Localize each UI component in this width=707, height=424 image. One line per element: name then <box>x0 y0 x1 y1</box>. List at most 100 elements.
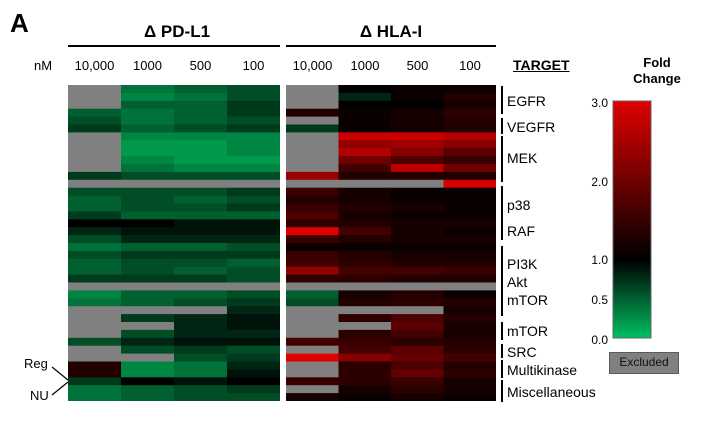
pdl1-cell-r38-c1 <box>121 385 175 394</box>
legend-tick-05: 0.5 <box>591 293 608 307</box>
hla-cell-r34-c0 <box>286 353 340 363</box>
pdl1-cell-r13-c0 <box>68 187 122 197</box>
hla-cell-r12-c2 <box>391 179 445 189</box>
pdl1-cell-r4-c3 <box>227 116 280 126</box>
hla-cell-r22-c1 <box>338 258 392 268</box>
hla-cell-r38-c3 <box>443 385 496 394</box>
pdl1-cell-r22-c1 <box>121 258 175 268</box>
pdl1-cell-r2-c0 <box>68 100 122 110</box>
hla-cell-r18-c1 <box>338 227 392 236</box>
hla-cell-r16-c0 <box>286 211 340 220</box>
hla-cell-r10-c2 <box>391 164 445 173</box>
hla-cell-r5-c2 <box>391 124 445 133</box>
pdl1-cell-r3-c0 <box>68 108 122 118</box>
hla-cell-r37-c3 <box>443 377 496 386</box>
target-bar-egfr <box>501 86 503 114</box>
pdl1-cell-r17-c0 <box>68 219 122 228</box>
hla-cell-r24-c3 <box>443 274 496 284</box>
pdl1-cell-r24-c3 <box>227 274 280 284</box>
pdl1-cell-r0-c3 <box>227 85 280 94</box>
pdl1-cell-r10-c1 <box>121 164 175 173</box>
hla-cell-r34-c2 <box>391 353 445 363</box>
hla-cell-r15-c2 <box>391 203 445 212</box>
target-label-mtor-1: mTOR <box>507 292 548 308</box>
pdl1-cell-r1-c0 <box>68 92 122 102</box>
hla-cell-r7-c1 <box>338 140 392 149</box>
hla-cell-r0-c3 <box>443 85 496 94</box>
hla-cell-r25-c1 <box>338 282 392 291</box>
pdl1-cell-r13-c2 <box>174 187 228 197</box>
legend-gradient <box>612 100 652 339</box>
hla-cell-r5-c1 <box>338 124 392 133</box>
pdl1-cell-r4-c1 <box>121 116 175 126</box>
pdl1-cell-r9-c1 <box>121 156 175 165</box>
hla-cell-r6-c1 <box>338 132 392 141</box>
hla-cell-r23-c1 <box>338 266 392 276</box>
pdl1-cell-r18-c0 <box>68 227 122 236</box>
pdl1-cell-r4-c0 <box>68 116 122 126</box>
pdl1-cell-r33-c3 <box>227 345 280 355</box>
hla-cell-r32-c3 <box>443 337 496 347</box>
hla-cell-r3-c1 <box>338 108 392 118</box>
target-bar-misc <box>501 380 503 402</box>
hla-cell-r10-c0 <box>286 164 340 173</box>
hla-cell-r9-c1 <box>338 156 392 165</box>
hla-cell-r26-c0 <box>286 290 340 299</box>
target-bar-vegfr <box>501 118 503 134</box>
pdl1-cell-r20-c2 <box>174 243 228 252</box>
pdl1-cell-r35-c0 <box>68 361 122 370</box>
pdl1-cell-r14-c3 <box>227 195 280 205</box>
units-label: nM <box>33 58 53 73</box>
hla-cell-r14-c1 <box>338 195 392 205</box>
pdl1-cell-r26-c3 <box>227 290 280 299</box>
pdl1-cell-r15-c1 <box>121 203 175 212</box>
hla-cell-r30-c3 <box>443 322 496 331</box>
hla-cell-r1-c2 <box>391 92 445 102</box>
hla-cell-r11-c2 <box>391 171 445 181</box>
pdl1-cell-r16-c3 <box>227 211 280 220</box>
hla-cell-r4-c0 <box>286 116 340 126</box>
pdl1-cell-r20-c3 <box>227 243 280 252</box>
hla-cell-r29-c2 <box>391 314 445 323</box>
pdl1-cell-r3-c1 <box>121 108 175 118</box>
heatmap-pdl1 <box>68 85 280 401</box>
pdl1-cell-r12-c1 <box>121 179 175 189</box>
pdl1-cell-r9-c2 <box>174 156 228 165</box>
hla-cell-r9-c3 <box>443 156 496 165</box>
target-bar-mtor-2 <box>501 322 503 340</box>
hla-cell-r12-c3 <box>443 179 496 189</box>
pdl1-cell-r14-c0 <box>68 195 122 205</box>
pdl1-cell-r5-c2 <box>174 124 228 133</box>
legend-title: Fold Change <box>617 55 697 87</box>
pdl1-col-head-2: 1000 <box>133 58 162 73</box>
hla-cell-r23-c3 <box>443 266 496 276</box>
pdl1-cell-r10-c3 <box>227 164 280 173</box>
hla-cell-r14-c3 <box>443 195 496 205</box>
pdl1-cell-r12-c0 <box>68 179 122 189</box>
hla-cell-r30-c2 <box>391 322 445 331</box>
pdl1-cell-r28-c0 <box>68 306 122 315</box>
pdl1-cell-r22-c3 <box>227 258 280 268</box>
target-label-akt: Akt <box>507 274 528 290</box>
pdl1-cell-r36-c3 <box>227 369 280 378</box>
pdl1-cell-r34-c0 <box>68 353 122 363</box>
pdl1-cell-r30-c3 <box>227 322 280 331</box>
hla-cell-r27-c0 <box>286 298 340 307</box>
hla-cell-r7-c3 <box>443 140 496 149</box>
hla-cell-r35-c0 <box>286 361 340 370</box>
pdl1-cell-r11-c3 <box>227 171 280 181</box>
pdl1-cell-r20-c1 <box>121 243 175 252</box>
hla-cell-r24-c1 <box>338 274 392 284</box>
hla-cell-r28-c1 <box>338 306 392 315</box>
pdl1-cell-r18-c3 <box>227 227 280 236</box>
hla-cell-r29-c0 <box>286 314 340 323</box>
hla-cell-r22-c0 <box>286 258 340 268</box>
legend-title-line2: Change <box>633 71 681 86</box>
pdl1-cell-r8-c1 <box>121 148 175 157</box>
hla-cell-r23-c2 <box>391 266 445 276</box>
hla-col-head-2: 1000 <box>350 58 380 73</box>
hla-cell-r25-c0 <box>286 282 340 291</box>
hla-cell-r1-c1 <box>338 92 392 102</box>
hla-cell-r33-c1 <box>338 345 392 355</box>
pdl1-cell-r34-c1 <box>121 353 175 363</box>
